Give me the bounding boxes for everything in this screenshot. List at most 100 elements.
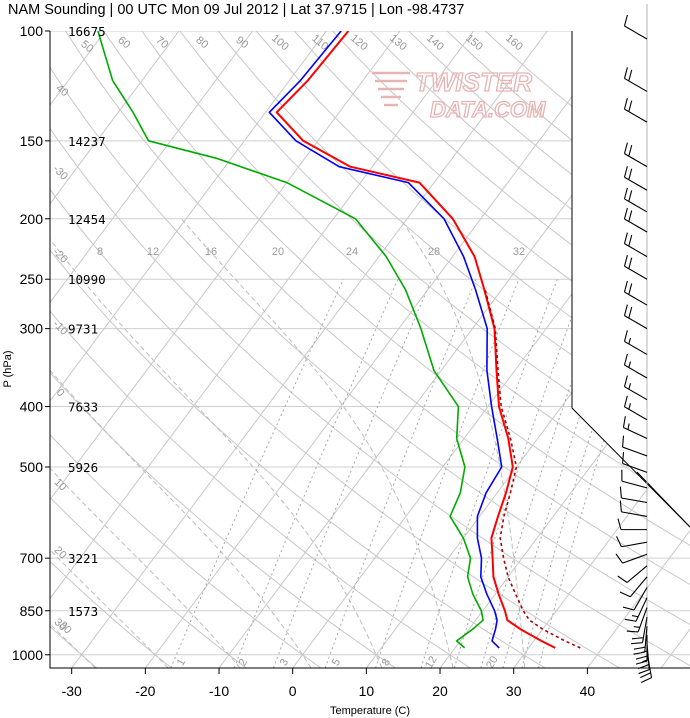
y-tick-label: 1000 [12,647,43,663]
x-tick-label: 40 [580,683,596,699]
wind-barb [633,626,648,655]
wind-barb-flag [640,677,652,684]
wind-barb-flag [622,416,626,428]
wind-barb-flag [623,330,628,342]
isotherm-line [50,31,401,668]
wind-barb [623,304,648,330]
x-tick-label: -30 [62,683,82,699]
isotherm-line [365,31,690,668]
plot-frame [49,31,690,669]
height-label: 1573 [68,604,98,619]
dry-adiabat [255,31,690,668]
wind-barb-flag [623,304,628,316]
wind-barb-shaft [621,511,648,517]
wind-barb-shaft [624,108,648,123]
wind-barb-flag [616,536,622,547]
x-tick-label: 10 [359,683,375,699]
wind-barb-flag [628,257,633,269]
dry-adiabat [50,31,247,668]
wind-barb-flag [623,142,628,154]
wind-barb-shaft [624,77,648,92]
mixing-ratio-label: 16 [205,246,217,258]
wind-barb-flag [623,232,628,244]
temperature-line [275,31,556,649]
wind-barb-flag [637,664,650,670]
wind-barb-flag [628,168,633,180]
wind-barb [623,280,648,306]
dry-adiabat [103,31,690,668]
wind-barb-shaft [622,462,648,473]
wind-barb [623,97,648,123]
dry-adiabat [179,31,690,668]
isotherm-line [513,31,690,668]
mixing-ratio-line [375,279,520,668]
mixing-ratio-label: 2 [237,657,250,668]
wind-barb-shaft [624,386,648,401]
wind-barb-flag [615,553,624,564]
virtual-temperature-line [484,289,581,649]
y-tick-label: 400 [20,399,44,415]
wind-barb-flag [631,642,643,645]
mixing-ratio-line [233,278,399,668]
dry-adiabat [50,31,471,668]
wind-barb-shaft [624,153,648,168]
dry-adiabat-label: 120 [348,32,370,53]
wind-barb-flag [628,306,633,319]
wind-barb-flag [628,361,632,368]
height-label: 14237 [68,134,106,149]
wind-barb-flag [622,606,635,611]
wind-barb-shaft [637,607,648,633]
wind-barb-shaft [624,218,648,233]
wind-barb [623,330,648,355]
wet-bulb-label: -20 [588,408,608,428]
wind-barb-flag [628,337,632,345]
wind-barbs [615,4,653,684]
wind-barb-flag [617,518,622,530]
mixing-ratio-line [170,278,344,668]
wet-bulb-line [268,31,503,649]
wind-barb-shaft [624,364,648,379]
wind-barb-shaft [629,576,648,598]
wind-barb [623,207,648,233]
y-tick-label: 300 [20,321,44,337]
x-tick-label: 30 [506,683,522,699]
height-label: 3221 [68,551,98,566]
chart-title: NAM Sounding | 00 UTC Mon 09 Jul 2012 | … [8,2,464,18]
mixing-ratio-label: 24 [346,246,358,258]
wind-barb [623,166,648,191]
wind-barb-flag [619,500,622,512]
wind-barb-flag [624,618,637,622]
wind-barb-flag [640,672,651,679]
isotherm-label: 0 [54,386,67,399]
wind-barb-flag [619,591,631,598]
dry-adiabat [65,31,690,668]
wind-barb [623,187,648,213]
wind-barb-flag [628,100,633,112]
dry-adiabat [50,31,690,668]
y-tick-label: 100 [20,23,44,39]
wind-barb [631,616,648,645]
wind-barb-flag [633,626,640,628]
wind-barb-flag [622,452,625,464]
isotherm-line [292,31,690,668]
wind-barb-flag [638,669,650,675]
wind-barb-shaft [622,553,648,564]
wind-barb-shaft [621,497,648,504]
wind-barb-flag [633,646,646,650]
wind-barb [619,576,648,598]
wind-barb-flag [623,67,628,79]
y-axis: 100 150 200 250 300 400 500 700 850 1000 [12,23,50,663]
wind-barb-flag [628,403,632,410]
mixing-ratio-line [521,279,643,668]
isotherm-line [50,31,327,668]
height-label: 12454 [68,212,106,227]
moist-adiabat [180,218,454,668]
wind-barb-flag [628,210,633,222]
wind-barb-shaft [624,406,648,421]
y-tick-label: 700 [20,550,44,566]
y-axis-label: P (hPa) [2,350,14,387]
mixing-ratio-label: 3 [278,657,291,668]
dry-adiabat [50,31,546,668]
x-tick-label: -20 [135,683,155,699]
dry-adiabat [50,31,98,668]
